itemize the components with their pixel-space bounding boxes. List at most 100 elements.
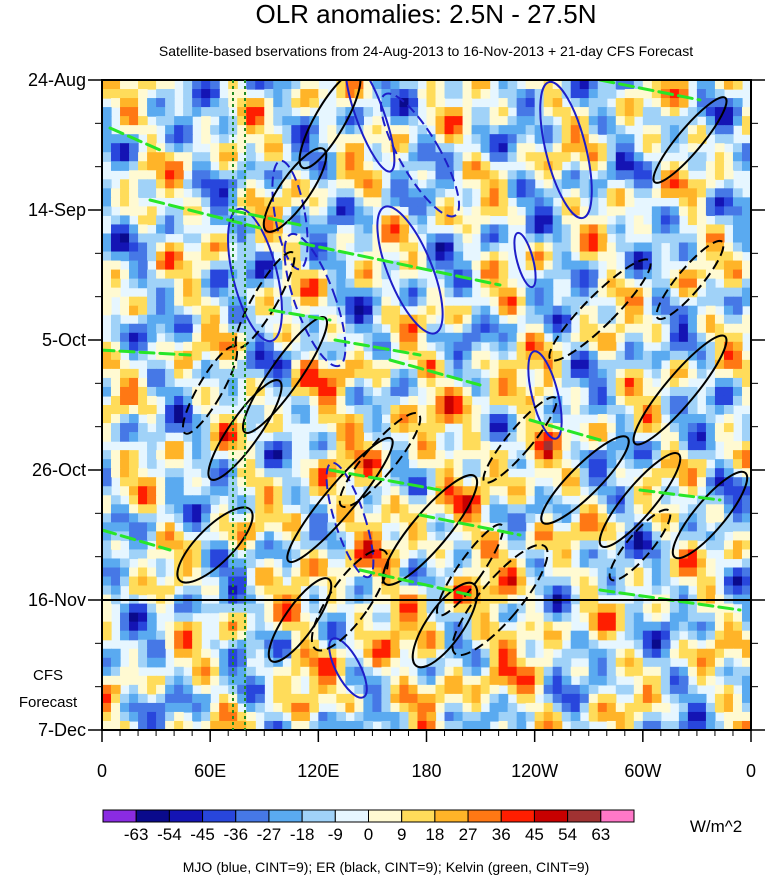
field-cell — [111, 504, 121, 514]
field-cell — [156, 350, 166, 361]
field-cell — [489, 495, 500, 505]
field-cell — [597, 630, 608, 641]
field-cell — [183, 314, 193, 325]
field-cell — [435, 495, 446, 505]
field-cell — [651, 80, 662, 90]
field-cell — [507, 684, 518, 695]
field-cell — [327, 206, 337, 217]
field-cell — [480, 621, 491, 632]
field-cell — [588, 224, 599, 235]
field-cell — [174, 305, 184, 316]
field-cell — [183, 233, 193, 244]
field-cell — [741, 377, 751, 388]
field-cell — [462, 693, 473, 704]
field-cell — [696, 350, 707, 361]
field-cell — [453, 89, 464, 99]
field-cell — [678, 89, 689, 99]
field-cell — [138, 657, 148, 668]
field-cell — [174, 567, 184, 578]
field-cell — [624, 170, 635, 180]
field-cell — [633, 251, 644, 262]
field-cell — [615, 350, 626, 361]
field-cell — [138, 630, 148, 641]
field-cell — [723, 269, 734, 280]
field-cell — [453, 80, 464, 90]
field-cell — [498, 188, 509, 198]
field-cell — [426, 684, 437, 695]
field-cell — [318, 432, 328, 442]
field-cell — [660, 531, 671, 542]
field-cell — [156, 522, 166, 532]
field-cell — [408, 675, 419, 686]
field-cell — [156, 432, 166, 442]
field-cell — [687, 468, 698, 478]
kelvin-contour — [108, 126, 162, 152]
field-cell — [408, 693, 419, 704]
field-cell — [561, 441, 572, 451]
field-cell — [390, 603, 401, 614]
field-cell — [570, 395, 581, 406]
field-cell — [354, 423, 364, 433]
field-cell — [426, 648, 437, 659]
field-cell — [255, 206, 265, 217]
field-cell — [381, 305, 392, 316]
field-cell — [111, 450, 121, 460]
field-cell — [345, 98, 355, 108]
field-cell — [606, 368, 617, 379]
field-cell — [111, 522, 121, 532]
field-cell — [453, 368, 464, 379]
field-cell — [246, 693, 256, 704]
field-cell — [138, 206, 148, 217]
field-cell — [147, 152, 157, 162]
field-cell — [732, 152, 743, 162]
field-cell — [705, 296, 716, 307]
field-cell — [651, 549, 662, 560]
field-cell — [678, 206, 689, 217]
field-cell — [183, 585, 193, 596]
field-cell — [120, 405, 130, 415]
field-cell — [588, 639, 599, 650]
field-cell — [399, 693, 410, 704]
field-cell — [498, 711, 509, 722]
field-cell — [237, 720, 247, 730]
field-cell — [579, 242, 590, 253]
field-cell — [705, 603, 716, 614]
field-cell — [516, 423, 527, 433]
field-cell — [480, 414, 491, 424]
field-cell — [174, 513, 184, 523]
field-cell — [183, 495, 193, 505]
field-cell — [732, 143, 743, 153]
x-tick-label: 120E — [297, 761, 339, 781]
field-cell — [327, 296, 337, 307]
field-cell — [102, 386, 112, 397]
field-cell — [192, 441, 202, 451]
field-cell — [408, 405, 419, 415]
field-cell — [741, 576, 751, 587]
field-cell — [210, 179, 220, 189]
field-cell — [597, 152, 608, 162]
field-cell — [561, 576, 572, 587]
field-cell — [408, 630, 419, 641]
field-cell — [498, 206, 509, 217]
field-cell — [606, 377, 617, 388]
field-cell — [615, 269, 626, 280]
field-cell — [426, 134, 437, 144]
field-cell — [714, 116, 725, 126]
field-cell — [165, 386, 175, 397]
field-cell — [714, 251, 725, 262]
field-cell — [246, 468, 256, 478]
field-cell — [129, 513, 139, 523]
field-cell — [723, 504, 734, 514]
field-cell — [408, 377, 419, 388]
field-cell — [408, 296, 419, 307]
field-cell — [237, 639, 247, 650]
field-cell — [678, 558, 689, 569]
field-cell — [426, 459, 437, 469]
field-cell — [471, 170, 482, 180]
field-cell — [435, 450, 446, 460]
field-cell — [633, 170, 644, 180]
field-cell — [453, 323, 464, 334]
field-cell — [570, 486, 581, 496]
field-cell — [255, 567, 265, 578]
field-cell — [498, 197, 509, 207]
